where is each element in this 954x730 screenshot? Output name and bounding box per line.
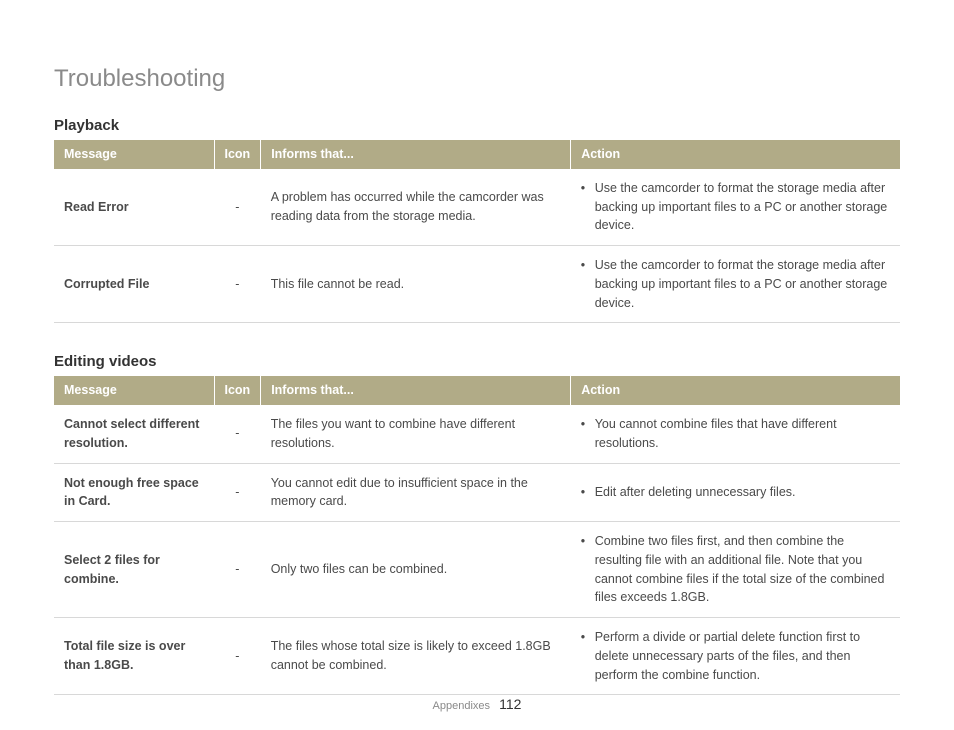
table-row: Cannot select different resolution.-The … — [54, 405, 900, 463]
table-header-action: Action — [571, 140, 900, 169]
table-header-action: Action — [571, 376, 900, 405]
cell-informs: You cannot edit due to insufficient spac… — [261, 463, 571, 522]
action-item: Use the camcorder to format the storage … — [581, 179, 890, 235]
cell-message: Not enough free space in Card. — [54, 463, 214, 522]
section-title: Playback — [54, 117, 900, 134]
footer-section: Appendixes — [433, 700, 491, 712]
table-header-icon: Icon — [214, 140, 261, 169]
cell-message: Select 2 files for combine. — [54, 522, 214, 618]
cell-icon: - — [214, 463, 261, 522]
cell-icon: - — [214, 169, 261, 246]
action-list: Use the camcorder to format the storage … — [581, 256, 890, 312]
troubleshooting-table: MessageIconInforms that...ActionCannot s… — [54, 376, 900, 695]
cell-action: Combine two files first, and then combin… — [571, 522, 900, 618]
cell-message: Cannot select different resolution. — [54, 405, 214, 463]
cell-message: Read Error — [54, 169, 214, 246]
table-header-informs: Informs that... — [261, 140, 571, 169]
page-title: Troubleshooting — [54, 65, 900, 93]
cell-informs: A problem has occurred while the camcord… — [261, 169, 571, 246]
cell-message: Total file size is over than 1.8GB. — [54, 618, 214, 695]
cell-icon: - — [214, 246, 261, 323]
action-item: Edit after deleting unnecessary files. — [581, 483, 890, 502]
action-item: You cannot combine files that have diffe… — [581, 415, 890, 453]
troubleshooting-table: MessageIconInforms that...ActionRead Err… — [54, 140, 900, 323]
cell-message: Corrupted File — [54, 246, 214, 323]
action-list: You cannot combine files that have diffe… — [581, 415, 890, 453]
table-row: Not enough free space in Card.-You canno… — [54, 463, 900, 522]
section: Editing videos MessageIconInforms that...… — [54, 353, 900, 695]
table-header-message: Message — [54, 376, 214, 405]
cell-informs: Only two files can be combined. — [261, 522, 571, 618]
cell-informs: This file cannot be read. — [261, 246, 571, 323]
action-item: Combine two files first, and then combin… — [581, 532, 890, 607]
action-list: Edit after deleting unnecessary files. — [581, 483, 890, 502]
action-list: Combine two files first, and then combin… — [581, 532, 890, 607]
cell-icon: - — [214, 618, 261, 695]
footer-page-number: 112 — [499, 696, 521, 712]
action-list: Use the camcorder to format the storage … — [581, 179, 890, 235]
cell-action: You cannot combine files that have diffe… — [571, 405, 900, 463]
table-header-informs: Informs that... — [261, 376, 571, 405]
table-row: Read Error-A problem has occurred while … — [54, 169, 900, 246]
cell-action: Use the camcorder to format the storage … — [571, 169, 900, 246]
page-footer: Appendixes 112 — [0, 696, 954, 712]
section: Playback MessageIconInforms that...Action… — [54, 117, 900, 323]
action-item: Perform a divide or partial delete funct… — [581, 628, 890, 684]
table-header-icon: Icon — [214, 376, 261, 405]
table-row: Total file size is over than 1.8GB.-The … — [54, 618, 900, 695]
cell-action: Use the camcorder to format the storage … — [571, 246, 900, 323]
cell-action: Perform a divide or partial delete funct… — [571, 618, 900, 695]
table-row: Select 2 files for combine.-Only two fil… — [54, 522, 900, 618]
cell-action: Edit after deleting unnecessary files. — [571, 463, 900, 522]
cell-informs: The files you want to combine have diffe… — [261, 405, 571, 463]
cell-informs: The files whose total size is likely to … — [261, 618, 571, 695]
section-title: Editing videos — [54, 353, 900, 370]
table-row: Corrupted File-This file cannot be read.… — [54, 246, 900, 323]
action-item: Use the camcorder to format the storage … — [581, 256, 890, 312]
cell-icon: - — [214, 522, 261, 618]
cell-icon: - — [214, 405, 261, 463]
table-header-message: Message — [54, 140, 214, 169]
action-list: Perform a divide or partial delete funct… — [581, 628, 890, 684]
